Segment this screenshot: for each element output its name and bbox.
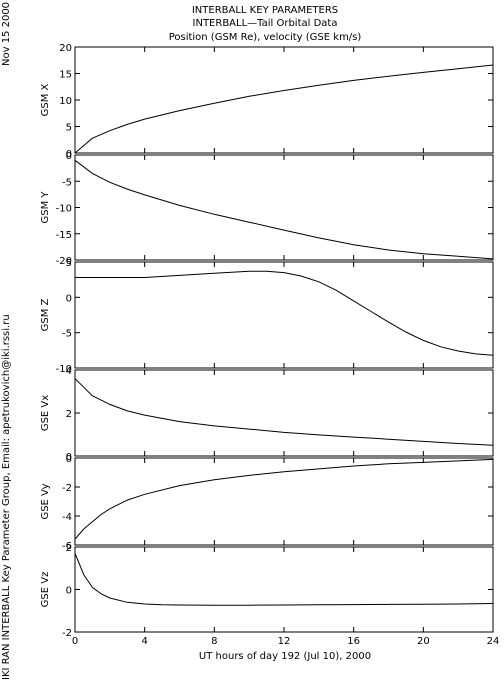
- y-tick-label: -15: [56, 230, 72, 241]
- x-tick-label: 8: [211, 636, 217, 647]
- series-line: [74, 458, 494, 540]
- panel-5: 0 -2 -4 -6 GSE Vy: [40, 454, 494, 552]
- x-tick-label: 24: [487, 636, 500, 647]
- y-tick-label: 2: [66, 543, 72, 554]
- y-tick-label: -10: [56, 364, 72, 375]
- y-tick-label: 0: [66, 454, 72, 465]
- x-tick-label: 0: [72, 636, 78, 647]
- y-tick-label: 0: [66, 452, 72, 463]
- y-tick-label: -2: [62, 628, 72, 639]
- y-axis-label: GSM X: [40, 83, 51, 116]
- y-axis-label: GSM Y: [40, 191, 51, 224]
- y-axis-label: GSE Vy: [40, 483, 51, 519]
- y-tick-label: -5: [62, 177, 72, 188]
- series-line: [74, 64, 494, 154]
- x-tick-label: 4: [141, 636, 147, 647]
- panel-4: 0 2 4 GSE Vx: [40, 366, 494, 463]
- credit-line: IKI RAN INTERBALL Key Parameter Group, E…: [1, 314, 12, 680]
- x-tick-label: 12: [278, 636, 291, 647]
- title-line1: INTERBALL KEY PARAMETERS: [192, 5, 338, 16]
- y-tick-label: -2: [62, 483, 72, 494]
- panel-2: 0 -5 -10 -15 -20 GSM Y: [40, 151, 494, 267]
- panel-frame: [74, 546, 494, 633]
- y-axis-label: GSE Vx: [40, 395, 51, 431]
- y-tick-label: 5: [66, 258, 72, 269]
- y-tick-label: -6: [62, 541, 72, 552]
- y-tick-label: -4: [62, 512, 72, 523]
- panel-6: 2 0 -2 GSE Vz: [40, 543, 494, 639]
- title-line2: INTERBALL—Tail Orbital Data: [193, 18, 338, 29]
- x-axis-label: UT hours of day 192 (Jul 10), 2000: [199, 651, 371, 662]
- y-tick-label: -10: [56, 204, 72, 215]
- panel-1: 0 5 10 15 20 GSM X: [40, 43, 494, 160]
- y-tick-label: 10: [59, 96, 72, 107]
- y-tick-label: 0: [66, 151, 72, 162]
- series-line: [74, 159, 494, 260]
- series-line: [75, 270, 494, 356]
- panel-frame: [74, 457, 494, 546]
- y-tick-label: 0: [66, 586, 72, 597]
- y-tick-label: 5: [66, 123, 72, 134]
- series-line: [74, 553, 494, 606]
- y-tick-label: 0: [66, 149, 72, 160]
- x-tick-labels: 0 4 8 12 16 20 24: [72, 636, 500, 647]
- y-tick-label: 4: [66, 366, 72, 377]
- panel-frame: [74, 154, 494, 261]
- y-tick-label: -5: [62, 329, 72, 340]
- y-tick-label: -20: [56, 256, 72, 267]
- plot-date: Nov 15 2000: [1, 1, 12, 66]
- series-line: [74, 378, 494, 446]
- y-tick-label: 20: [59, 43, 72, 54]
- x-tick-label: 16: [347, 636, 360, 647]
- x-tick-label: 20: [417, 636, 430, 647]
- y-tick-label: 0: [66, 293, 72, 304]
- panel-3: 5 0 -5 -10 GSM Z: [40, 258, 494, 375]
- panel-frame: [74, 46, 494, 154]
- y-tick-label: 2: [66, 409, 72, 420]
- y-axis-label: GSE Vz: [40, 572, 51, 608]
- y-tick-label: 15: [59, 70, 72, 81]
- title-line3: Position (GSM Re), velocity (GSE km/s): [169, 32, 362, 43]
- y-axis-label: GSM Z: [40, 298, 51, 331]
